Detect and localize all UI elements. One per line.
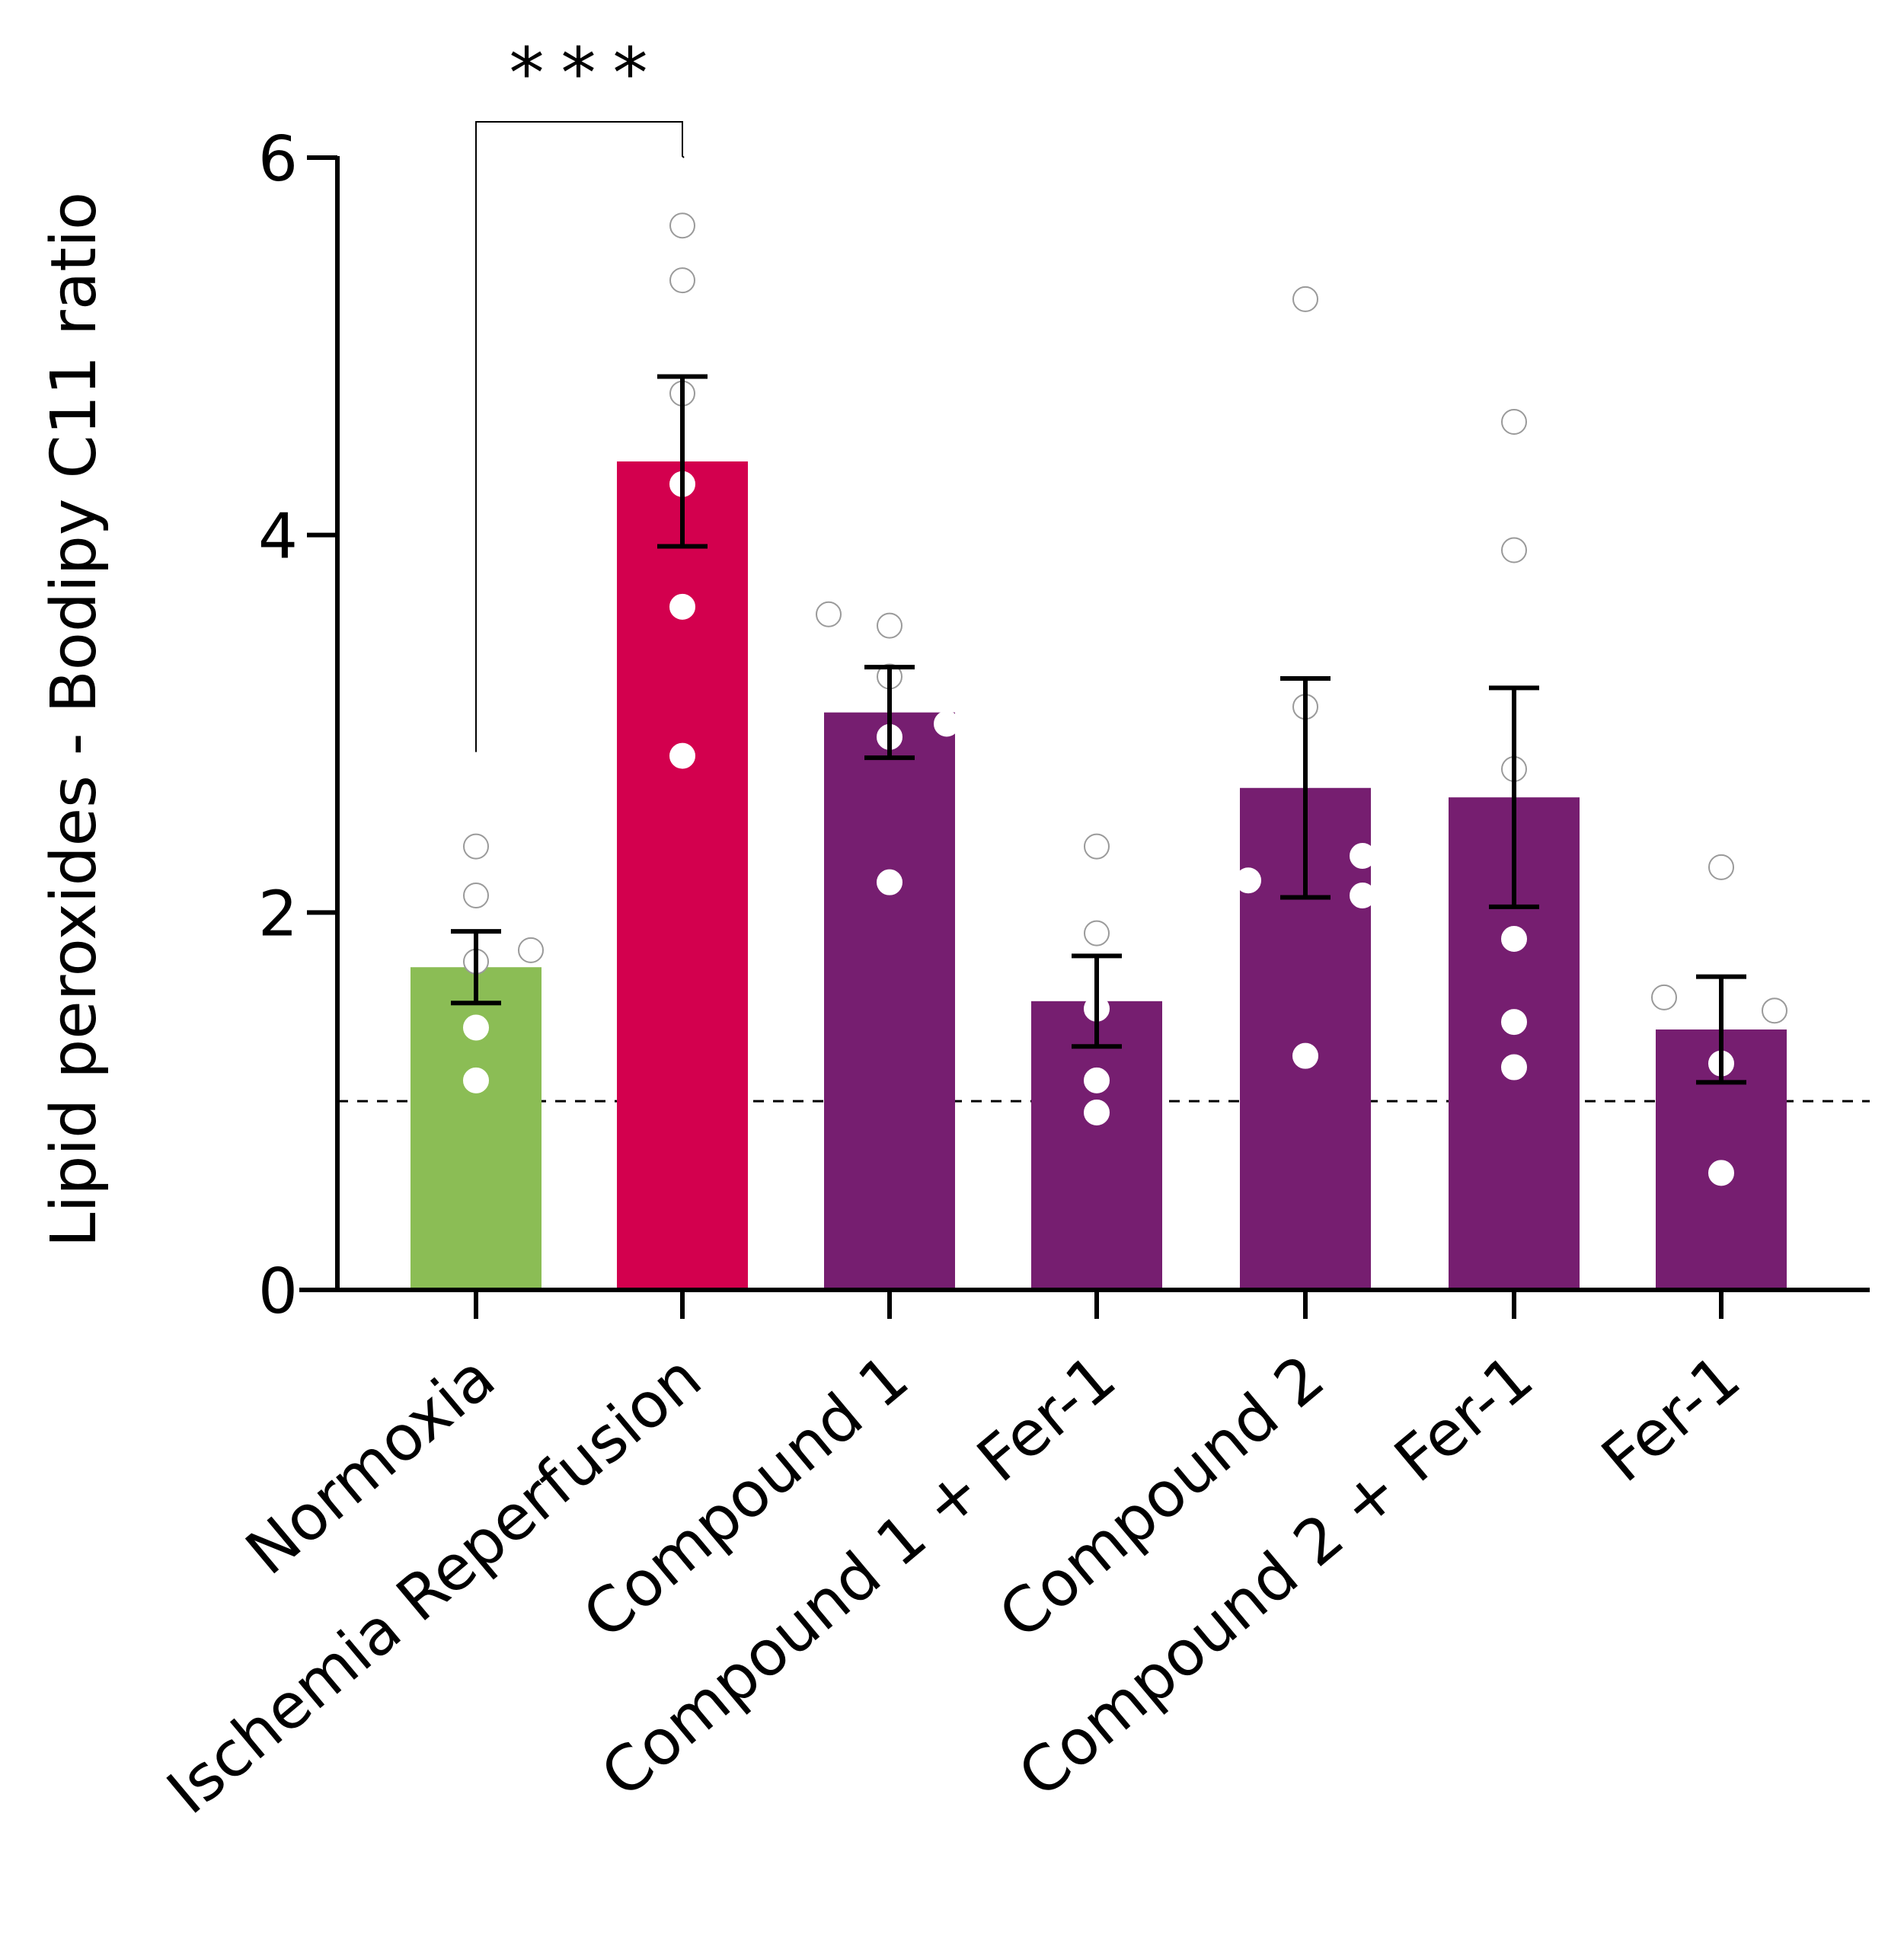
- significance-label: ***: [510, 33, 665, 114]
- data-point: [518, 937, 544, 963]
- data-point: [1084, 920, 1110, 946]
- bar: [1031, 1001, 1162, 1288]
- data-point: [1350, 842, 1375, 869]
- data-point: [1084, 1067, 1110, 1093]
- data-point: [463, 1014, 489, 1041]
- data-point: [1501, 537, 1527, 563]
- x-category-label: Fer-1: [1589, 1342, 1754, 1496]
- bars-layer: [411, 461, 1787, 1288]
- data-point: [463, 883, 489, 909]
- data-point: [877, 612, 902, 639]
- data-point: [1084, 833, 1110, 860]
- data-point: [463, 833, 489, 860]
- data-point: [934, 710, 960, 737]
- data-point: [1501, 1009, 1527, 1036]
- data-point: [669, 212, 695, 239]
- data-point: [1762, 998, 1787, 1024]
- data-point: [1292, 1042, 1318, 1069]
- y-tick-label: 0: [258, 1256, 298, 1328]
- y-axis-title: Lipid peroxides - Bodipy C11 ratio: [38, 192, 110, 1247]
- y-tick-label: 6: [258, 123, 298, 196]
- data-point: [1501, 926, 1527, 953]
- data-point: [1501, 1054, 1527, 1081]
- data-point: [669, 742, 695, 769]
- data-point: [1350, 883, 1375, 909]
- error-bars-layer: [451, 374, 1746, 1085]
- data-point: [669, 267, 695, 294]
- data-point: [1708, 1160, 1734, 1186]
- data-point: [1292, 286, 1318, 312]
- data-point: [816, 601, 842, 627]
- bar: [824, 712, 955, 1288]
- data-point: [463, 1067, 489, 1093]
- data-point: [1084, 1100, 1110, 1126]
- significance-layer: ***: [475, 33, 685, 752]
- data-point: [1501, 408, 1527, 435]
- y-tick-label: 4: [258, 501, 298, 573]
- data-point: [669, 593, 695, 620]
- data-point: [1651, 984, 1677, 1010]
- data-point: [1235, 867, 1261, 894]
- significance-bracket: [475, 121, 685, 752]
- data-point: [877, 869, 902, 895]
- y-tick-label: 2: [258, 878, 298, 950]
- data-point: [1708, 854, 1734, 880]
- bar: [617, 461, 748, 1288]
